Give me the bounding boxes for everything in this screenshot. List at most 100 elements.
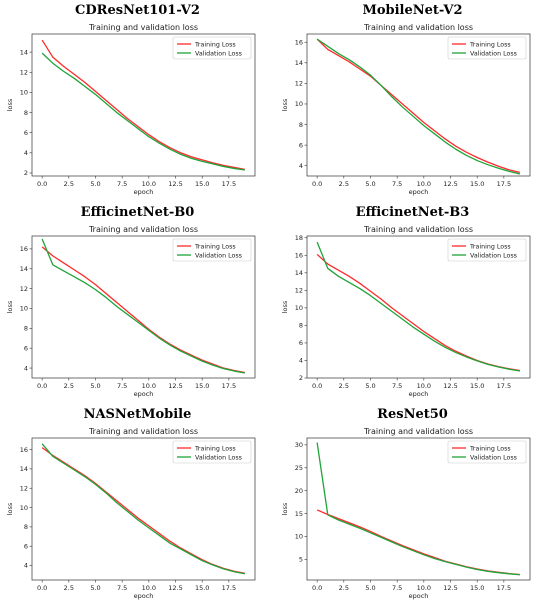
x-tick-label: 10.0 bbox=[417, 584, 431, 592]
y-tick-label: 6 bbox=[24, 542, 28, 550]
plot-frame bbox=[306, 437, 531, 581]
y-tick-label: 14 bbox=[20, 465, 28, 473]
x-axis-label: epoch bbox=[134, 188, 154, 196]
y-tick-label: 20 bbox=[295, 487, 303, 495]
x-tick-label: 15.0 bbox=[470, 584, 484, 592]
x-tick-label: 5.0 bbox=[365, 382, 375, 390]
legend-box bbox=[447, 440, 527, 464]
x-tick-label: 0.0 bbox=[312, 584, 322, 592]
x-axis-label: epoch bbox=[409, 188, 429, 196]
y-tick-label: 4 bbox=[299, 357, 303, 365]
y-tick-label: 12 bbox=[20, 484, 28, 492]
x-axis-label: epoch bbox=[134, 390, 154, 398]
y-tick-label: 8 bbox=[24, 325, 28, 333]
y-tick-label: 10 bbox=[295, 304, 303, 312]
x-tick-label: 15.0 bbox=[470, 382, 484, 390]
model-heading: NASNetMobile bbox=[83, 407, 192, 422]
x-tick-label: 7.5 bbox=[392, 382, 402, 390]
legend-box bbox=[172, 238, 252, 262]
x-tick-label: 0.0 bbox=[37, 180, 47, 188]
x-tick-label: 2.5 bbox=[64, 180, 74, 188]
y-tick-label: 8 bbox=[24, 109, 28, 117]
series-line-training-loss bbox=[316, 38, 521, 174]
y-tick-label: 10 bbox=[20, 504, 28, 512]
model-heading: ResNet50 bbox=[377, 407, 448, 422]
y-tick-label: 14 bbox=[20, 265, 28, 273]
y-tick-label: 15 bbox=[295, 510, 303, 518]
x-tick-label: 17.5 bbox=[222, 180, 236, 188]
y-tick-label: 18 bbox=[295, 234, 303, 242]
y-tick-label: 4 bbox=[24, 149, 28, 157]
y-tick-label: 4 bbox=[299, 162, 303, 170]
series-line-validation-loss bbox=[41, 52, 245, 171]
legend-entry: Training Loss bbox=[194, 41, 236, 48]
y-tick-label: 10 bbox=[20, 305, 28, 313]
x-tick-label: 12.5 bbox=[443, 180, 457, 188]
x-tick-label: 5.0 bbox=[365, 584, 375, 592]
chart-title: Training and validation loss bbox=[88, 427, 198, 436]
series-line-validation-loss bbox=[316, 241, 520, 372]
y-tick-label: 2 bbox=[299, 374, 303, 382]
y-axis-label: loss bbox=[281, 98, 289, 111]
y-tick-label: 8 bbox=[24, 523, 28, 531]
y-tick-label: 12 bbox=[20, 68, 28, 76]
x-axis-label: epoch bbox=[409, 592, 429, 600]
legend-entry: Training Loss bbox=[469, 243, 511, 250]
x-tick-label: 17.5 bbox=[497, 584, 511, 592]
y-tick-label: 14 bbox=[295, 59, 303, 67]
x-tick-label: 17.5 bbox=[497, 180, 511, 188]
x-tick-label: 0.0 bbox=[312, 382, 322, 390]
model-heading: MobileNet-V2 bbox=[362, 3, 463, 18]
y-tick-label: 6 bbox=[299, 141, 303, 149]
y-tick-label: 16 bbox=[20, 245, 28, 253]
x-tick-label: 7.5 bbox=[392, 180, 402, 188]
x-tick-label: 2.5 bbox=[339, 584, 349, 592]
y-axis-label: loss bbox=[6, 98, 14, 111]
x-tick-label: 2.5 bbox=[339, 180, 349, 188]
y-tick-label: 10 bbox=[295, 533, 303, 541]
model-heading: EfficinetNet-B0 bbox=[80, 205, 195, 220]
y-tick-label: 2 bbox=[24, 169, 28, 177]
legend-box bbox=[447, 36, 527, 60]
y-tick-label: 30 bbox=[295, 441, 303, 449]
x-tick-label: 10.0 bbox=[142, 584, 156, 592]
chart-panel-3: EfficinetNet-B3 Training and validation l… bbox=[275, 202, 550, 404]
plot-frame bbox=[31, 33, 256, 177]
x-tick-label: 10.0 bbox=[417, 180, 431, 188]
x-tick-label: 10.0 bbox=[417, 382, 431, 390]
plot-frame bbox=[306, 235, 531, 379]
chart-title: Training and validation loss bbox=[363, 427, 473, 436]
plot-frame bbox=[306, 33, 531, 177]
y-tick-label: 12 bbox=[20, 285, 28, 293]
series-line-training-loss bbox=[41, 39, 245, 171]
legend-entry: Training Loss bbox=[194, 243, 236, 250]
model-heading: CDResNet101-V2 bbox=[75, 3, 200, 18]
x-axis-label: epoch bbox=[134, 592, 154, 600]
series-line-training-loss bbox=[41, 447, 245, 574]
legend-entry: Validation Loss bbox=[195, 252, 242, 259]
y-tick-label: 25 bbox=[295, 464, 303, 472]
y-tick-label: 6 bbox=[24, 344, 28, 352]
x-tick-label: 10.0 bbox=[142, 382, 156, 390]
legend-entry: Validation Loss bbox=[195, 454, 242, 461]
legend-entry: Validation Loss bbox=[195, 50, 242, 57]
x-tick-label: 2.5 bbox=[64, 382, 74, 390]
y-tick-label: 12 bbox=[295, 287, 303, 295]
y-tick-label: 8 bbox=[299, 121, 303, 129]
legend-entry: Training Loss bbox=[469, 445, 511, 452]
chart-title: Training and validation loss bbox=[363, 23, 473, 32]
y-tick-label: 16 bbox=[295, 38, 303, 46]
x-tick-label: 0.0 bbox=[312, 180, 322, 188]
line-chart: Training and validation loss 0.0 2.5 5.0 7.5… bbox=[6, 23, 256, 196]
plot-frame bbox=[31, 437, 256, 581]
legend-box bbox=[172, 440, 252, 464]
y-axis-label: loss bbox=[281, 502, 289, 515]
series-line-training-loss bbox=[41, 246, 245, 374]
plot-frame bbox=[31, 235, 256, 379]
y-tick-label: 4 bbox=[24, 562, 28, 570]
x-tick-label: 12.5 bbox=[168, 180, 182, 188]
x-axis-label: epoch bbox=[409, 390, 429, 398]
x-tick-label: 5.0 bbox=[90, 584, 100, 592]
x-tick-label: 12.5 bbox=[443, 584, 457, 592]
chart-panel-1: MobileNet-V2 Training and validation loss… bbox=[275, 0, 550, 202]
